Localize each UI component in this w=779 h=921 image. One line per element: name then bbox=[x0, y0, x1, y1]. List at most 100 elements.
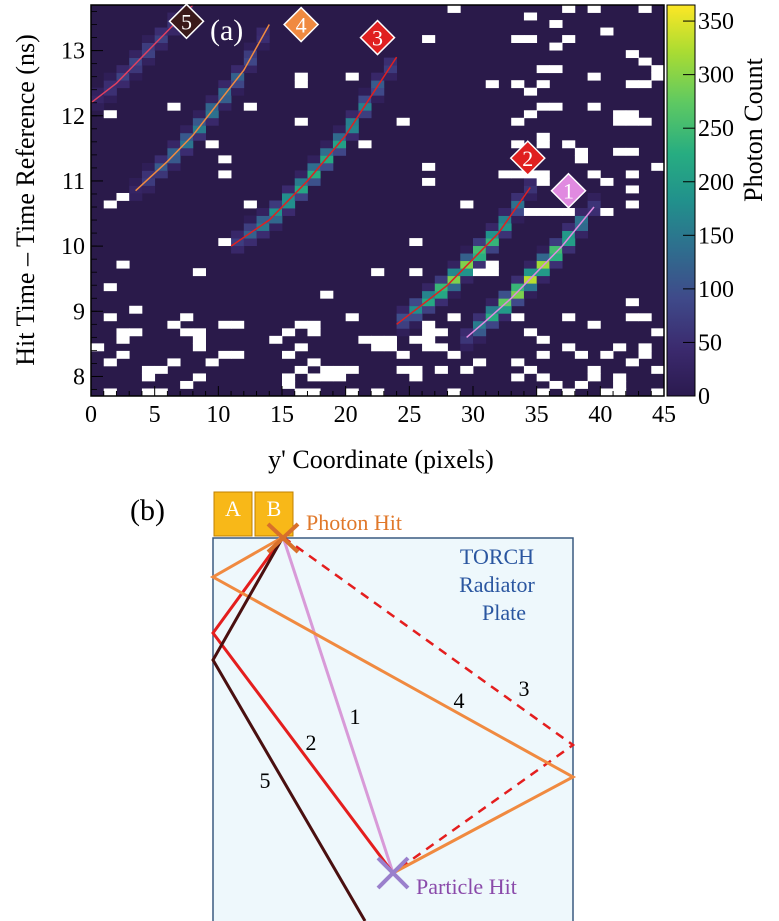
heatmap-bin bbox=[511, 298, 525, 307]
heatmap-bin bbox=[116, 260, 130, 269]
plate-label-line2: Radiator bbox=[459, 572, 535, 597]
heatmap-bin bbox=[422, 162, 436, 171]
heatmap-bin bbox=[116, 350, 130, 359]
heatmap-bin bbox=[192, 132, 206, 141]
heatmap-bin bbox=[625, 170, 639, 179]
heatmap-bin bbox=[511, 283, 525, 292]
heatmap-bin bbox=[294, 320, 308, 329]
band-marker-label-4: 4 bbox=[296, 13, 307, 38]
heatmap-bin bbox=[498, 223, 512, 231]
heatmap-bin bbox=[129, 50, 143, 59]
x-tick-label: 25 bbox=[397, 402, 421, 428]
heatmap-bin bbox=[91, 343, 105, 352]
heatmap-bin bbox=[243, 215, 257, 224]
heatmap-bin bbox=[523, 177, 538, 186]
heatmap-bin bbox=[269, 215, 283, 224]
heatmap-bin bbox=[574, 350, 588, 359]
y-tick-label: 12 bbox=[61, 104, 85, 130]
heatmap-bin bbox=[129, 57, 143, 66]
x-tick-label: 40 bbox=[588, 402, 612, 428]
heatmap-bin bbox=[511, 373, 525, 382]
heatmap-bin bbox=[651, 162, 665, 171]
heatmap-bin bbox=[129, 305, 143, 314]
heatmap-bin bbox=[332, 147, 347, 156]
pixel-b-label: B bbox=[267, 496, 282, 521]
heatmap-bin bbox=[625, 147, 639, 156]
heatmap-bin bbox=[549, 65, 563, 74]
heatmap-bin bbox=[485, 260, 499, 269]
heatmap-bin bbox=[587, 365, 601, 374]
heatmap-bin bbox=[485, 320, 499, 329]
heatmap-bin bbox=[562, 140, 576, 149]
heatmap-bin bbox=[434, 343, 448, 352]
heatmap-bin bbox=[422, 305, 436, 314]
heatmap-bin bbox=[91, 102, 105, 111]
heatmap-bin bbox=[511, 35, 525, 43]
x-tick-label: 10 bbox=[206, 402, 230, 428]
heatmap-bin bbox=[141, 388, 156, 397]
heatmap-bin bbox=[180, 380, 194, 389]
heatmap-bin bbox=[396, 305, 410, 314]
heatmap-bin bbox=[294, 170, 308, 179]
heatmap-bin bbox=[625, 313, 639, 322]
heatmap-bin bbox=[243, 238, 257, 247]
heatmap-bin bbox=[205, 140, 219, 149]
heatmap-bin bbox=[536, 245, 550, 254]
heatmap-bin bbox=[574, 147, 588, 156]
heatmap-bin bbox=[103, 72, 117, 81]
heatmap-bin bbox=[180, 147, 194, 156]
heatmap-bin bbox=[511, 140, 525, 149]
heatmap-bin bbox=[294, 80, 308, 89]
heatmap-bin bbox=[294, 365, 308, 374]
heatmap-bin bbox=[422, 283, 436, 292]
heatmap-bin bbox=[638, 57, 652, 66]
heatmap-bin bbox=[243, 57, 257, 66]
heatmap-bin bbox=[103, 87, 117, 96]
heatmap-bin bbox=[498, 230, 512, 239]
colorbar-tick-label: 150 bbox=[698, 223, 734, 249]
heatmap-bin bbox=[154, 365, 168, 374]
heatmap-bin bbox=[192, 125, 206, 134]
heatmap-bin bbox=[460, 365, 474, 374]
heatmap-bin bbox=[536, 253, 550, 262]
pixel-a bbox=[213, 491, 253, 537]
heatmap-bin bbox=[485, 230, 499, 239]
fit-curve-1 bbox=[466, 206, 595, 338]
heatmap-bin bbox=[511, 208, 525, 216]
heatmap-bin bbox=[574, 223, 588, 231]
heatmap-bin bbox=[294, 388, 308, 397]
heatmap-bin bbox=[549, 253, 563, 262]
heatmap-bin bbox=[409, 298, 423, 307]
heatmap-bin bbox=[549, 380, 563, 389]
heatmap-bin bbox=[358, 87, 372, 96]
heatmap-bin bbox=[587, 192, 601, 201]
heatmap-bin bbox=[154, 388, 168, 397]
heatmap-bin bbox=[282, 185, 296, 194]
path-label-3: 3 bbox=[519, 676, 530, 701]
heatmap-bin bbox=[498, 170, 512, 179]
fit-curve-4 bbox=[135, 24, 270, 192]
heatmap-bin bbox=[269, 223, 283, 231]
heatmap-bin bbox=[638, 350, 652, 359]
panel-a-label: (a) bbox=[210, 14, 243, 47]
heatmap-bin bbox=[498, 208, 512, 216]
heatmap-bin bbox=[192, 373, 206, 382]
heatmap-bin bbox=[460, 335, 474, 344]
heatmap-bin bbox=[154, 170, 168, 179]
heatmap-bin bbox=[625, 80, 639, 89]
heatmap-bin bbox=[498, 215, 512, 224]
colorbar-tick-label: 300 bbox=[698, 63, 734, 89]
band-marker-3 bbox=[359, 19, 396, 56]
heatmap-bin bbox=[307, 177, 321, 186]
heatmap-bin bbox=[371, 80, 385, 89]
heatmap-bin bbox=[613, 117, 627, 126]
heatmap-bin bbox=[460, 200, 474, 209]
heatmap-bin bbox=[371, 87, 385, 96]
path-4 bbox=[209, 535, 577, 875]
heatmap-bin bbox=[320, 162, 334, 171]
heatmap-bin bbox=[511, 117, 525, 126]
heatmap-bin bbox=[371, 343, 385, 352]
heatmap-bin bbox=[523, 110, 538, 119]
heatmap-bin bbox=[345, 388, 359, 397]
